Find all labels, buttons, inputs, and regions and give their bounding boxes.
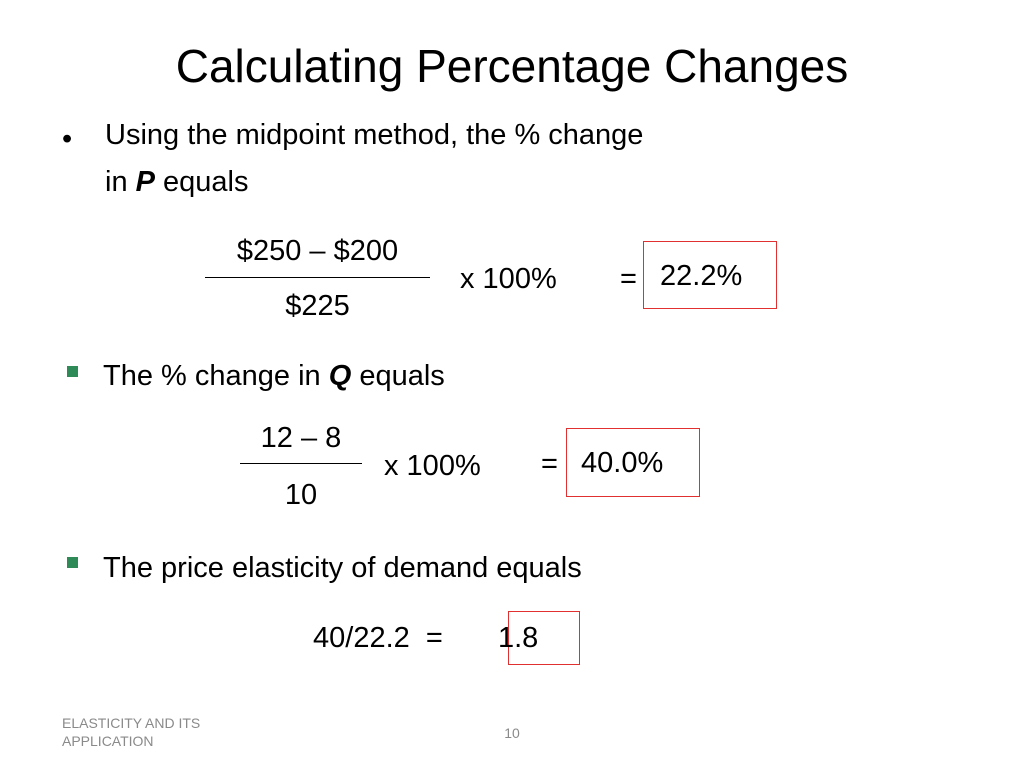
footer-line1: ELASTICITY AND ITS — [62, 715, 201, 731]
bullet-dot-icon: • — [62, 123, 73, 155]
bullet3-text: The price elasticity of demand equals — [103, 552, 582, 584]
fraction1-numerator: $250 – $200 — [236, 235, 399, 267]
footer-line2: APPLICATION — [62, 733, 154, 749]
result3-value: 1.8 — [498, 622, 539, 654]
slide-title: Calculating Percentage Changes — [175, 40, 849, 92]
variable-p: P — [135, 166, 155, 198]
page-number: 10 — [504, 725, 520, 741]
bullet1-line2-suffix: equals — [154, 166, 249, 198]
fraction1-multiplier: x 100% — [460, 263, 557, 295]
fraction2-equals: = — [541, 448, 558, 480]
elasticity-expression: 40/22.2 = — [313, 622, 443, 654]
fraction2-numerator: 12 – 8 — [260, 422, 342, 454]
bullet2-suffix: equals — [351, 360, 445, 392]
variable-q: Q — [328, 360, 352, 392]
result3-highlight-box — [508, 611, 580, 665]
fraction2-multiplier: x 100% — [384, 450, 481, 482]
bullet2-prefix: The % change in — [103, 360, 329, 392]
bullet1-line1: Using the midpoint method, the % change — [105, 119, 644, 151]
fraction2-bar — [240, 463, 362, 464]
fraction1-equals: = — [620, 263, 637, 295]
result2-value: 40.0% — [581, 447, 664, 479]
bullet1-line2-prefix: in — [105, 166, 136, 198]
result1-value: 22.2% — [660, 260, 743, 292]
fraction1-denominator: $225 — [285, 290, 350, 322]
bullet2-text: The % change in Q equals — [103, 358, 445, 394]
bullet-square-icon — [67, 557, 78, 568]
fraction2-denominator: 10 — [284, 479, 318, 511]
bullet-square-icon — [67, 366, 78, 377]
footer-chapter-title: ELASTICITY AND ITS APPLICATION — [62, 714, 262, 750]
result1-highlight-box — [643, 241, 777, 309]
result2-highlight-box — [566, 428, 700, 497]
fraction1-bar — [205, 277, 430, 278]
bullet1-line2: in P equals — [105, 164, 249, 200]
